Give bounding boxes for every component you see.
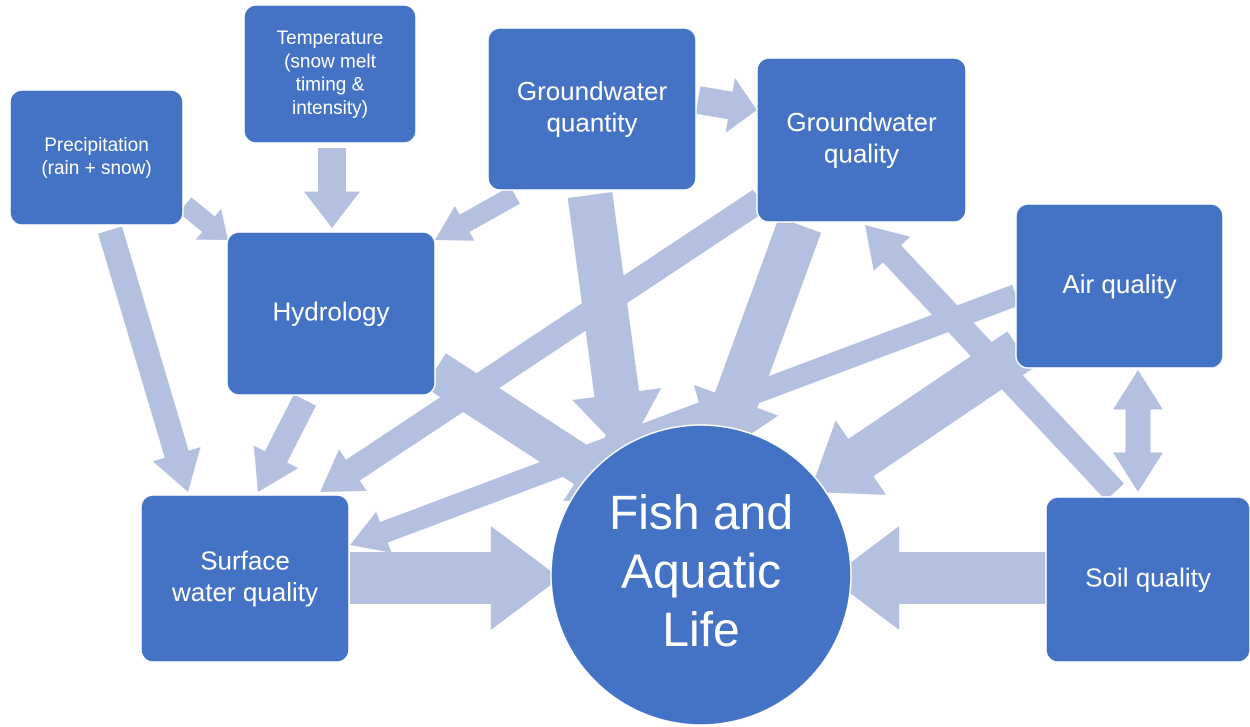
node-label: water quality	[171, 577, 318, 607]
node-label: Groundwater	[786, 107, 937, 137]
node-box	[756, 57, 967, 223]
nodes: Precipitation(rain + snow) Temperature(sn…	[9, 4, 1250, 726]
node-label: intensity)	[292, 98, 368, 119]
node-label: (rain + snow)	[41, 158, 151, 179]
arrow	[693, 217, 822, 458]
node-label: Groundwater	[517, 76, 668, 106]
node-label: (snow melt	[284, 51, 377, 72]
arrow	[320, 189, 767, 492]
arrow	[695, 77, 757, 134]
arrow	[98, 226, 201, 492]
node-box	[9, 89, 184, 226]
node-box	[140, 494, 350, 663]
arrow	[567, 191, 662, 455]
node-label: Surface	[200, 546, 290, 576]
node-box	[487, 27, 697, 191]
arrow	[435, 186, 520, 241]
arrow	[304, 148, 360, 228]
node-box	[226, 231, 436, 396]
node-label: Fish and	[609, 487, 793, 540]
node-label: quality	[824, 139, 899, 169]
arrow	[810, 331, 1033, 495]
arrow	[253, 394, 317, 492]
node-label: Hydrology	[272, 296, 389, 326]
node-label: Temperature	[277, 28, 384, 49]
arrow	[350, 526, 560, 630]
arrow	[178, 197, 228, 240]
node-box	[1045, 496, 1250, 663]
node-label: Life	[662, 604, 739, 657]
arrow	[865, 225, 1125, 501]
node-label: Soil quality	[1085, 562, 1211, 592]
node-label: timing &	[296, 75, 365, 96]
node-label: Air quality	[1062, 269, 1176, 299]
node-label: Aquatic	[621, 546, 781, 599]
arrow	[350, 284, 1020, 553]
arrows	[98, 77, 1163, 630]
node-box	[243, 4, 417, 144]
node-circle	[550, 424, 852, 726]
arrow	[1113, 370, 1163, 492]
node-label: Precipitation	[44, 135, 149, 156]
node-box	[1015, 203, 1224, 369]
arrow	[830, 526, 1046, 630]
node-label: quantity	[546, 108, 637, 138]
